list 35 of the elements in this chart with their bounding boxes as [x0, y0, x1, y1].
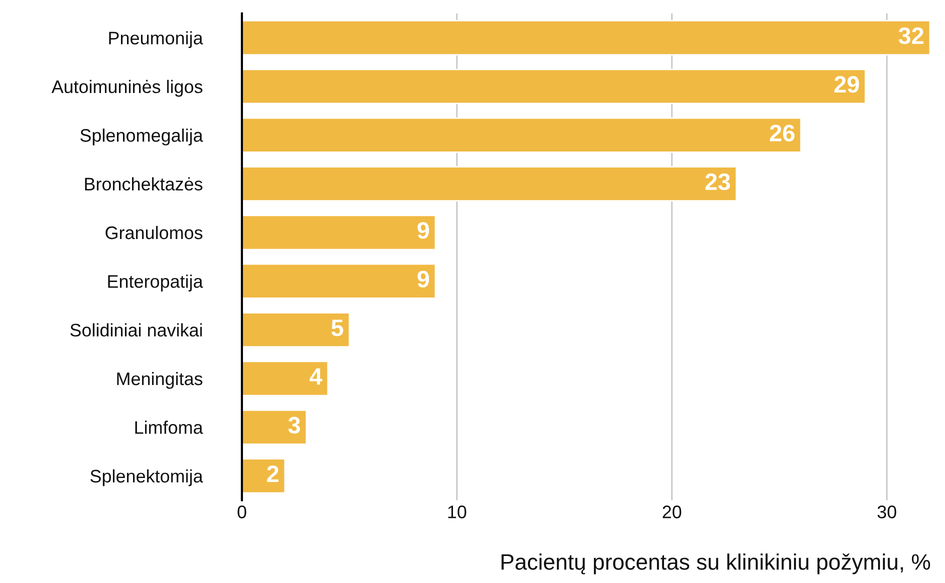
bar	[242, 360, 329, 396]
y-tick-label: Limfoma	[135, 420, 204, 434]
x-tick-label: 20	[662, 506, 682, 518]
bar	[242, 117, 802, 153]
bar	[242, 409, 308, 445]
bar	[242, 312, 350, 348]
x-axis-title: Pacientų procentas su klinikiniu požymiu, %	[502, 553, 930, 574]
bar	[242, 214, 436, 250]
data-label: 26	[770, 124, 794, 142]
y-tick-label: Bronchektazės	[85, 177, 202, 191]
bar	[242, 458, 286, 494]
x-tick-label: 0	[238, 506, 246, 518]
y-tick-label: Meningitas	[117, 372, 202, 389]
data-label: 9	[418, 222, 429, 239]
x-tick-label: 10	[448, 506, 466, 518]
y-tick-label: Autoimuninės ligos	[52, 80, 202, 97]
data-label: 3	[288, 416, 300, 434]
x-tick-label: 30	[878, 506, 896, 518]
bar	[242, 263, 436, 299]
bar	[242, 68, 866, 104]
data-label: 29	[834, 76, 859, 93]
bar	[242, 166, 738, 202]
y-tick-label: Enteropatija	[108, 274, 204, 292]
data-label: 2	[267, 465, 278, 482]
y-tick-label: Splenomegalija	[80, 128, 204, 146]
data-label: 5	[331, 320, 344, 336]
data-label: 4	[310, 368, 322, 385]
data-label: 23	[705, 173, 730, 190]
y-tick-label: Solidiniai navikai	[70, 323, 202, 337]
bar	[242, 20, 930, 56]
data-label: 32	[898, 27, 924, 44]
y-tick-label: Granulomos	[106, 226, 202, 240]
data-label: 9	[418, 270, 429, 288]
y-tick-label: Splenektomija	[90, 469, 204, 486]
y-tick-label: Pneumonija	[109, 31, 204, 48]
